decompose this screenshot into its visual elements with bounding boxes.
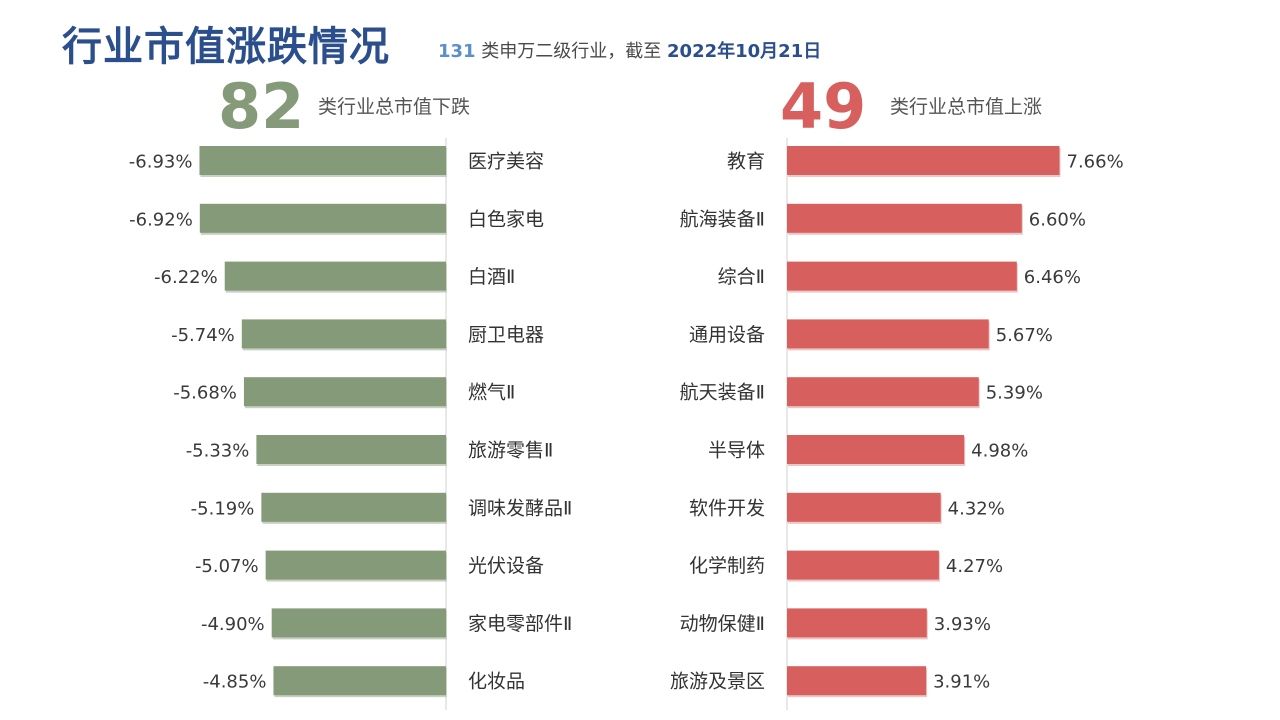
down-category-label: 光伏设备 [468,555,544,577]
down-bar [199,146,446,175]
down-bar [241,319,446,349]
down-category-label: 旅游零售Ⅱ [468,440,553,462]
up-count: 49 [780,70,867,143]
up-category-label: 动物保健Ⅱ [680,613,765,635]
down-value-label: -6.22% [154,267,218,288]
subtitle-date: 2022年10月21日 [667,41,822,62]
up-value-label: 6.60% [1029,209,1086,230]
down-category-label: 白酒Ⅱ [468,266,515,288]
down-value-label: -6.93% [129,152,193,173]
up-bar [787,203,1022,233]
page-subtitle: 131 类申万二级行业，截至 2022年10月21日 [438,37,821,63]
down-category-label: 厨卫电器 [468,324,544,346]
down-caption: 类行业总市值下跌 [318,96,471,118]
down-bar [261,492,446,522]
down-category-label: 化妆品 [468,671,525,693]
up-value-label: 5.67% [996,325,1053,346]
up-bar [787,261,1017,291]
up-category-label: 综合Ⅱ [718,266,765,288]
down-bar [243,377,446,407]
up-value-label: 4.27% [946,556,1003,577]
subtitle-count: 131 [438,41,476,62]
up-category-label: 通用设备 [689,324,765,346]
down-bar [265,550,446,580]
down-value-label: -4.85% [203,672,267,693]
up-bar [787,319,989,349]
down-value-label: -5.07% [195,556,259,577]
down-value-label: -4.90% [201,614,265,635]
down-category-label: 医疗美容 [468,151,544,173]
down-bar [271,608,446,638]
up-value-label: 7.66% [1067,152,1124,173]
page-title: 行业市值涨跌情况 [62,24,390,70]
up-value-label: 6.46% [1024,267,1081,288]
down-count: 82 [218,70,305,143]
up-value-label: 4.32% [948,498,1005,519]
up-caption: 类行业总市值上涨 [890,96,1043,118]
down-category-label: 家电零部件Ⅱ [468,613,572,635]
down-bar [199,203,446,233]
up-bar [787,435,965,464]
up-bar [787,608,927,638]
down-value-label: -5.74% [171,325,235,346]
up-category-label: 教育 [727,151,765,173]
up-bar [787,377,979,407]
subtitle-text: 类申万二级行业，截至 [475,41,668,62]
down-value-label: -5.19% [191,498,255,519]
down-category-label: 调味发酵品Ⅱ [468,497,572,519]
down-bar [273,666,446,696]
up-category-label: 航天装备Ⅱ [680,382,765,404]
down-value-label: -6.92% [129,209,193,230]
down-bar [224,261,446,291]
down-value-label: -5.68% [173,383,237,404]
up-value-label: 5.39% [986,383,1043,404]
up-value-label: 4.98% [971,441,1028,462]
up-category-label: 化学制药 [689,555,765,577]
down-value-label: -5.33% [186,441,250,462]
up-category-label: 软件开发 [689,497,765,519]
down-category-label: 白色家电 [468,208,544,230]
down-category-label: 燃气Ⅱ [468,382,515,404]
up-value-label: 3.93% [934,614,991,635]
up-value-label: 3.91% [933,672,990,693]
up-category-label: 旅游及景区 [670,671,765,693]
up-bar [787,666,927,696]
up-category-label: 半导体 [708,440,765,462]
up-bar [787,550,939,580]
up-bar [787,146,1060,175]
up-category-label: 航海装备Ⅱ [680,208,765,230]
down-bar [256,435,446,464]
up-bar [787,492,941,522]
